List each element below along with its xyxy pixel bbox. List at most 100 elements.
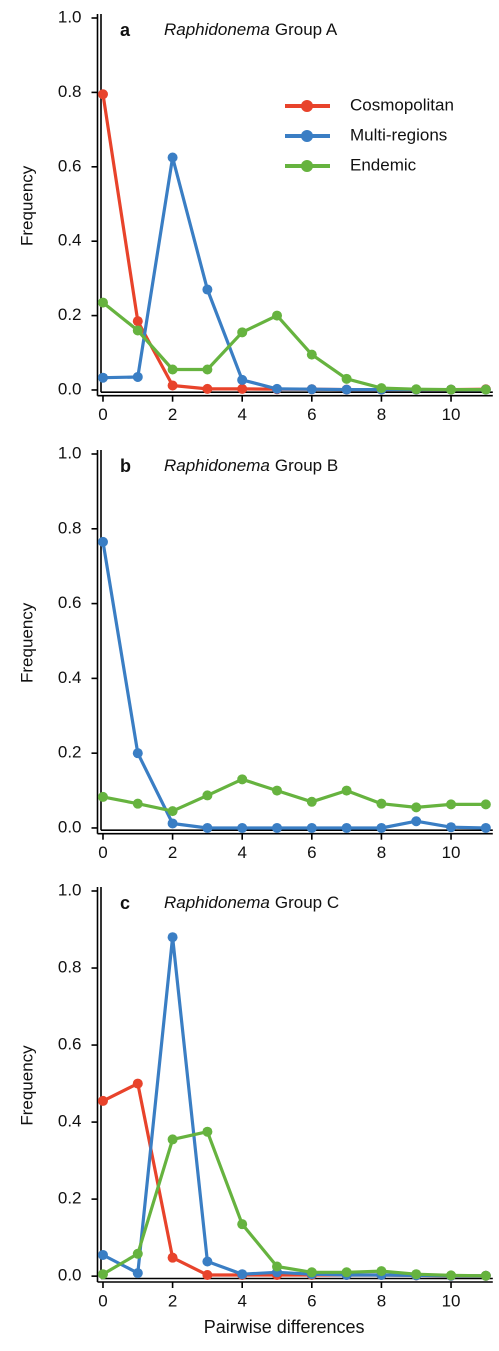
marker <box>167 380 178 391</box>
marker <box>97 1095 108 1106</box>
y-tick-label: 1.0 <box>58 443 82 462</box>
y-tick-label: 0.0 <box>58 1266 82 1285</box>
panel-title: Raphidonema Group A <box>164 20 338 39</box>
marker <box>376 822 387 833</box>
marker <box>376 383 387 394</box>
x-tick-label: 8 <box>377 843 386 862</box>
x-tick-label: 2 <box>168 1291 177 1310</box>
x-tick-label: 0 <box>98 405 107 424</box>
marker <box>132 371 143 382</box>
x-tick-label: 0 <box>98 843 107 862</box>
y-tick-label: 0.6 <box>58 1035 82 1054</box>
y-tick-label: 0.0 <box>58 817 82 836</box>
marker <box>411 1269 422 1280</box>
genus: Raphidonema <box>164 456 270 475</box>
marker <box>167 932 178 943</box>
marker <box>480 1270 491 1281</box>
x-tick-label: 8 <box>377 405 386 424</box>
legend-label: Cosmopolitan <box>350 95 454 114</box>
y-tick-label: 0.6 <box>58 156 82 175</box>
marker <box>202 1126 213 1137</box>
x-tick-label: 4 <box>237 843 246 862</box>
marker <box>376 1266 387 1277</box>
marker <box>202 383 213 394</box>
marker <box>97 536 108 547</box>
marker <box>132 1248 143 1259</box>
marker <box>132 1078 143 1089</box>
marker <box>97 89 108 100</box>
marker <box>237 1269 248 1280</box>
panel-title: Raphidonema Group C <box>164 893 339 912</box>
y-tick-label: 1.0 <box>58 880 82 899</box>
marker <box>202 1256 213 1267</box>
marker <box>446 1270 457 1281</box>
marker <box>341 785 352 796</box>
marker <box>167 1134 178 1145</box>
legend-label: Endemic <box>350 155 417 174</box>
y-tick-label: 0.8 <box>58 958 82 977</box>
marker <box>341 373 352 384</box>
y-tick-label: 0.8 <box>58 82 82 101</box>
legend-marker <box>301 130 313 142</box>
marker <box>480 822 491 833</box>
legend-label: Multi-regions <box>350 125 447 144</box>
marker <box>97 297 108 308</box>
marker <box>237 327 248 338</box>
marker <box>272 383 283 394</box>
x-tick-label: 10 <box>442 843 461 862</box>
marker <box>97 1249 108 1260</box>
panel-title: Raphidonema Group B <box>164 456 338 475</box>
y-axis-label: Frequency <box>17 602 36 683</box>
legend-marker <box>301 100 313 112</box>
marker <box>132 1268 143 1279</box>
marker <box>272 785 283 796</box>
marker <box>306 822 317 833</box>
series-line <box>102 777 486 813</box>
y-axis-label: Frequency <box>17 1045 36 1126</box>
marker <box>480 799 491 810</box>
marker <box>411 816 422 827</box>
marker <box>132 748 143 759</box>
x-tick-label: 8 <box>377 1291 386 1310</box>
marker <box>237 383 248 394</box>
x-tick-label: 10 <box>442 405 461 424</box>
x-tick-label: 2 <box>168 843 177 862</box>
marker <box>376 798 387 809</box>
x-tick-label: 10 <box>442 1291 461 1310</box>
series-line <box>101 541 486 830</box>
marker <box>237 374 248 385</box>
marker <box>202 364 213 375</box>
y-tick-label: 0.2 <box>58 1189 82 1208</box>
marker <box>167 364 178 375</box>
marker <box>341 1267 352 1278</box>
x-axis-label: Pairwise differences <box>204 1317 365 1337</box>
marker <box>237 822 248 833</box>
series-line <box>102 1130 486 1278</box>
marker <box>202 1269 213 1280</box>
marker <box>272 822 283 833</box>
marker <box>306 796 317 807</box>
marker <box>306 349 317 360</box>
title: Group B <box>275 456 338 475</box>
x-tick-label: 6 <box>307 405 316 424</box>
marker <box>446 799 457 810</box>
x-tick-label: 2 <box>168 405 177 424</box>
marker <box>132 316 143 327</box>
marker <box>272 1261 283 1272</box>
panel-label: a <box>120 20 131 40</box>
y-tick-label: 0.2 <box>58 743 82 762</box>
y-tick-label: 0.0 <box>58 379 82 398</box>
y-tick-label: 0.8 <box>58 518 82 537</box>
legend-marker <box>301 160 313 172</box>
marker <box>202 822 213 833</box>
genus: Raphidonema <box>164 893 270 912</box>
marker <box>167 806 178 817</box>
marker <box>132 325 143 336</box>
x-tick-label: 6 <box>307 843 316 862</box>
marker <box>411 384 422 395</box>
marker <box>167 152 178 163</box>
y-tick-label: 0.4 <box>58 231 82 250</box>
title: Group C <box>275 893 339 912</box>
marker <box>446 822 457 833</box>
y-tick-label: 0.6 <box>58 593 82 612</box>
